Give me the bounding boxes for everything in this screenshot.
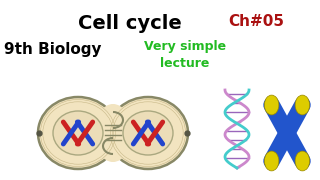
Text: Ch#05: Ch#05 xyxy=(228,14,284,29)
Ellipse shape xyxy=(123,111,173,155)
Ellipse shape xyxy=(295,151,310,171)
Ellipse shape xyxy=(264,95,279,115)
Ellipse shape xyxy=(94,104,132,162)
Ellipse shape xyxy=(38,97,118,169)
Text: 9th Biology: 9th Biology xyxy=(4,42,101,57)
Ellipse shape xyxy=(108,97,188,169)
Ellipse shape xyxy=(295,95,310,115)
Ellipse shape xyxy=(264,151,279,171)
Text: Cell cycle: Cell cycle xyxy=(78,14,182,33)
Ellipse shape xyxy=(53,111,103,155)
Text: Very simple
lecture: Very simple lecture xyxy=(144,40,226,70)
